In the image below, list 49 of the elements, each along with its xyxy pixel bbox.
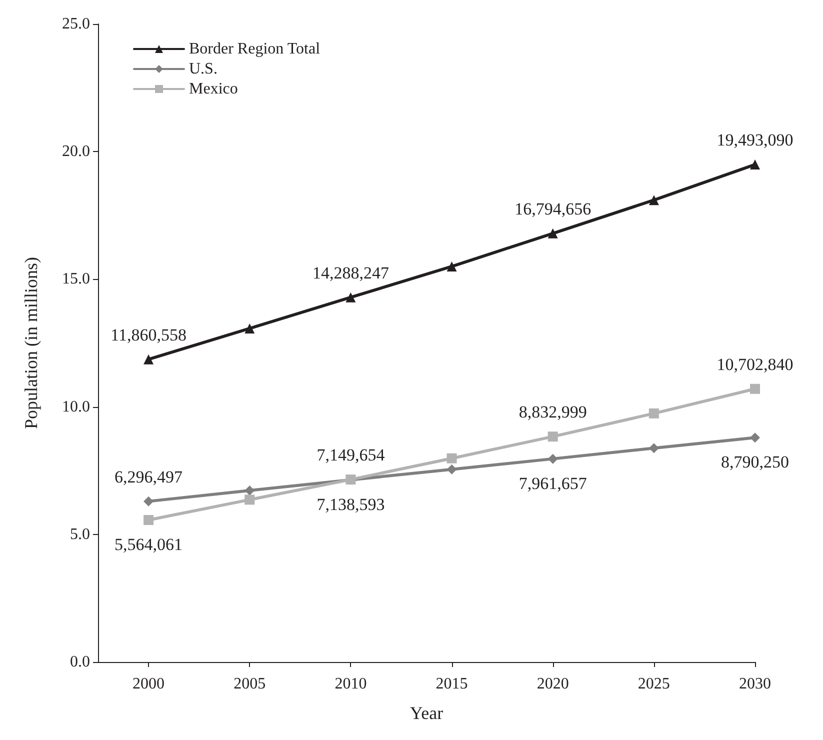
annotation: 8,790,250	[721, 452, 789, 472]
annotation: 10,702,840	[716, 354, 794, 374]
point	[144, 515, 154, 526]
point	[144, 496, 154, 506]
x-tick-label: 2005	[234, 676, 266, 692]
x-tick-label: 2030	[739, 676, 771, 692]
point	[548, 432, 558, 442]
x-tick-label: 2000	[132, 676, 165, 692]
annotation: 8,832,999	[518, 402, 587, 422]
annotation: 6,296,497	[114, 467, 184, 486]
point	[548, 454, 558, 464]
point	[750, 160, 760, 170]
y-tick-label: 20.0	[62, 143, 90, 160]
point	[244, 323, 255, 334]
x-tick-label: 2025	[638, 676, 670, 692]
point	[244, 494, 255, 505]
legend-label: Mexico	[189, 80, 238, 98]
point	[244, 486, 255, 496]
x-tick-label: 2015	[436, 676, 468, 692]
annotation: 7,149,654	[316, 446, 386, 465]
legend-label: Border Region Total	[189, 40, 321, 58]
annotation: 11,860,558	[110, 325, 186, 344]
point	[446, 453, 457, 464]
x-tick-label: 2020	[536, 676, 569, 692]
y-tick-label: 0.0	[70, 654, 90, 670]
point	[446, 464, 457, 474]
annotation: 7,961,657	[518, 474, 588, 493]
annotation: 7,138,593	[316, 494, 385, 514]
y-tick-label: 25.0	[62, 16, 90, 32]
point	[648, 195, 659, 206]
x-axis-title: Year	[410, 703, 444, 723]
point	[346, 292, 356, 302]
legend-label: U.S.	[189, 60, 218, 78]
annotation: 16,794,656	[514, 199, 592, 218]
annotation: 5,564,061	[114, 535, 183, 554]
point	[144, 354, 154, 364]
point	[648, 408, 659, 418]
point	[750, 384, 760, 394]
annotation: 19,493,090	[716, 130, 794, 150]
annotation: 14,288,247	[312, 263, 390, 282]
point	[446, 261, 457, 272]
y-tick-label: 15.0	[62, 270, 90, 288]
point	[548, 228, 558, 238]
y-axis-title: Population (in millions)	[21, 256, 41, 430]
point	[648, 443, 659, 454]
y-tick-label: 5.0	[70, 526, 90, 543]
y-tick-label: 10.0	[62, 398, 90, 416]
x-tick-label: 2010	[334, 676, 367, 692]
point	[750, 432, 760, 443]
